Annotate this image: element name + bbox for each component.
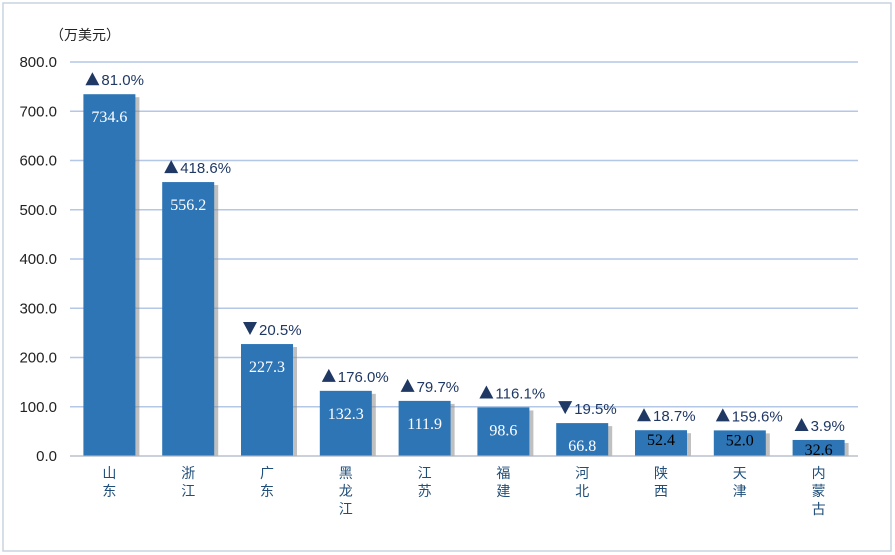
category-label: 建 [496,484,510,500]
category-label: 山 [102,466,116,482]
up-triangle-icon [794,417,809,431]
category-label: 内 [812,466,826,482]
change-label: 19.5% [574,401,617,418]
data-label: 52.0 [726,432,754,449]
change-label: 159.6% [732,408,783,425]
category-label: 陕 [654,466,668,482]
data-label: 66.8 [568,438,596,455]
category-label: 江 [418,466,432,482]
category-label: 河 [575,466,589,482]
down-triangle-icon [243,322,257,336]
y-tick-label: 700.0 [19,103,57,120]
change-label: 116.1% [495,385,545,402]
up-triangle-icon [85,72,100,86]
up-triangle-icon [479,385,494,399]
up-triangle-icon [715,408,730,422]
down-triangle-icon [558,401,573,415]
y-axis: 0.0 100.0 200.0 300.0 400.0 500.0 600.0 700.0 80… [19,54,57,465]
bars: 734.6 81.0% 556.2 418.6% 227.3 20.5% 132.3 176.… [83,72,849,459]
category-label: 西 [654,484,668,500]
category-label: 黑 [339,466,353,482]
bar [792,439,845,456]
y-tick-label: 100.0 [19,399,57,416]
y-tick-label: 200.0 [19,350,57,367]
category-label: 苏 [418,484,432,500]
y-tick-label: 500.0 [19,202,57,219]
change-label: 20.5% [259,322,302,339]
category-label: 江 [181,484,195,500]
bar [83,94,136,456]
data-label: 132.3 [328,406,364,423]
up-triangle-icon [164,160,179,174]
up-triangle-icon [400,378,415,392]
category-label: 古 [812,502,826,518]
up-triangle-icon [321,368,336,382]
change-label: 18.7% [653,408,696,425]
data-label: 227.3 [249,359,285,376]
data-label: 111.9 [407,416,442,433]
category-label: 浙 [181,466,195,482]
bar [477,407,530,456]
data-label: 52.4 [647,432,675,449]
data-label: 556.2 [170,197,206,214]
category-label: 东 [260,484,274,500]
change-label: 79.7% [417,379,460,396]
y-tick-label: 0.0 [36,448,57,465]
bar [162,182,215,456]
change-label: 176.0% [338,369,389,386]
change-label: 3.9% [811,418,845,435]
change-label: 418.6% [180,160,231,177]
category-label: 广 [260,466,274,482]
bar [713,430,766,456]
category-label: 北 [575,484,589,500]
data-label: 734.6 [91,109,127,126]
category-label: 津 [733,484,747,500]
up-triangle-icon [637,408,651,422]
unit-label: （万美元） [50,28,120,44]
bar [398,400,451,456]
bar [556,423,609,456]
data-label: 98.6 [489,422,517,439]
y-tick-label: 300.0 [19,300,57,317]
category-label: 龙 [339,484,353,500]
category-label: 福 [496,466,510,482]
bar [241,344,293,456]
y-tick-label: 800.0 [19,54,57,71]
data-label: 32.6 [805,442,833,459]
category-label: 蒙 [812,484,826,500]
bar [635,430,687,456]
y-tick-label: 600.0 [19,153,57,170]
category-label: 天 [733,466,747,482]
y-tick-label: 400.0 [19,251,57,268]
change-label: 81.0% [101,72,144,89]
category-label: 东 [102,484,116,500]
bar [319,390,372,456]
category-label: 江 [339,502,353,518]
